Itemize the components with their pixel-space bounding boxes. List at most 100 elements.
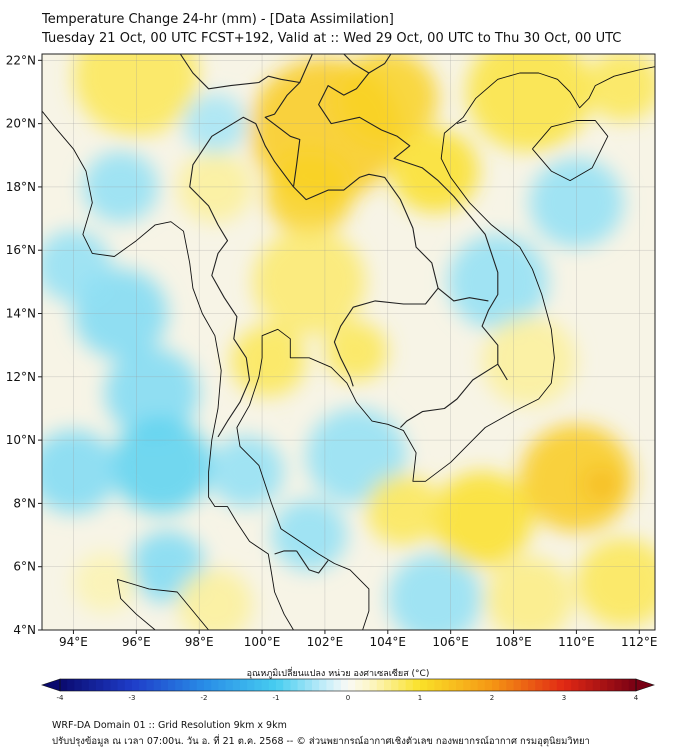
field-cell: [208, 435, 285, 508]
footer-credit: ปรับปรุงข้อมูล ณ เวลา 07:00น. วัน อ. ที่…: [52, 736, 590, 747]
colorbar-segment: [340, 679, 349, 691]
field-cell: [306, 408, 407, 504]
colorbar-segment: [67, 679, 75, 691]
coastline: [532, 120, 609, 182]
colorbar-segment: [492, 679, 500, 691]
colorbar-segment: [189, 679, 198, 691]
coastline: [456, 120, 467, 125]
temperature-field: [42, 54, 655, 630]
field-cell: [324, 321, 388, 382]
field-cell: [466, 54, 593, 152]
border-line: [274, 550, 297, 555]
colorbar-segment: [153, 679, 162, 691]
country-borders: [179, 54, 508, 574]
field-cell: [104, 347, 200, 438]
field-cell: [390, 129, 479, 213]
colorbar-segment: [319, 679, 327, 691]
lon-tick-label: 110°E: [558, 635, 595, 649]
lat-tick-label: 6°N: [13, 560, 36, 574]
lon-tick-label: 112°E: [621, 635, 658, 649]
colorbar-segment: [355, 679, 363, 691]
colorbar-segment: [456, 679, 464, 691]
lat-tick-label: 20°N: [6, 117, 36, 131]
colorbar-segment: [276, 679, 284, 691]
colorbar-segment: [477, 679, 486, 691]
colorbar-outline: [59, 678, 637, 692]
colorbar-segment: [168, 679, 176, 691]
field-cell: [42, 429, 118, 514]
colorbar-segment: [571, 679, 579, 691]
colorbar-segment: [146, 679, 154, 691]
colorbar-segment: [441, 679, 450, 691]
colorbar-tick-label: -4: [57, 694, 65, 700]
field-cell: [576, 537, 655, 628]
lon-tick-label: 98°E: [185, 635, 214, 649]
field-cell: [485, 556, 574, 630]
colorbar-segment: [204, 679, 212, 691]
colorbar-segment: [60, 679, 68, 691]
colorbar-segment: [160, 679, 169, 691]
lon-tick-label: 104°E: [370, 635, 407, 649]
colorbar-segment: [290, 679, 298, 691]
longitude-labels: 94°E 96°E 98°E 100°E 102°E 104°E 106°E 108°E 110…: [59, 630, 658, 649]
colorbar-segment: [124, 679, 133, 691]
colorbar-segment: [261, 679, 270, 691]
border-line: [437, 287, 489, 302]
lon-tick-label: 94°E: [59, 635, 88, 649]
border-line: [179, 54, 313, 90]
colorbar-segment: [412, 679, 421, 691]
map-title: Temperature Change 24-hr (mm) - [Data As…: [42, 12, 394, 27]
colorbar-segment: [398, 679, 406, 691]
lon-tick-label: 100°E: [244, 635, 281, 649]
colorbar-segment: [520, 679, 529, 691]
colorbar-segment: [391, 679, 399, 691]
colorbar-segment: [182, 679, 190, 691]
colorbar-segment: [326, 679, 334, 691]
colorbar-segment: [211, 679, 219, 691]
field-cell: [42, 230, 112, 302]
colorbar-segment: [139, 679, 147, 691]
colorbar-segment: [585, 679, 594, 691]
colorbar-segment: [96, 679, 104, 691]
footer-model-info: WRF-DA Domain 01 :: Grid Resolution 9km …: [52, 720, 287, 731]
colorbar-segment: [117, 679, 126, 691]
field-cell: [265, 151, 354, 236]
coastline: [236, 66, 655, 630]
field-cell: [252, 228, 366, 336]
colorbar-segment: [312, 679, 320, 691]
border-line: [497, 363, 508, 381]
field-cell: [482, 316, 577, 406]
colorbar-segment: [369, 679, 378, 691]
colorbar-segment: [333, 679, 342, 691]
colorbar-tick-label: 0: [346, 694, 350, 700]
colorbar-extend-high: [635, 678, 655, 692]
colorbar-segment: [405, 679, 414, 691]
temperature-change-map: 22°N 20°N 18°N 16°N 14°N 12°N 10°N 8°N 6°N 4°N 94…: [6, 53, 658, 700]
lat-tick-label: 8°N: [13, 496, 36, 510]
colorbar-segment: [247, 679, 255, 691]
field-cell: [365, 473, 442, 546]
colorbar-segment: [376, 679, 385, 691]
lat-tick-label: 18°N: [6, 180, 36, 194]
colorbar-segment: [283, 679, 291, 691]
colorbar-segment: [427, 679, 435, 691]
lon-tick-label: 106°E: [432, 635, 469, 649]
border-line: [318, 72, 499, 428]
colorbar-segment: [348, 679, 356, 691]
colorbar-segment: [542, 679, 550, 691]
colorbar-segment: [218, 679, 226, 691]
field-cell: [271, 499, 347, 571]
colorbar-segment: [600, 679, 608, 691]
field-cell: [111, 417, 212, 514]
colorbar-tick-label: 2: [490, 694, 494, 700]
colorbar-segment: [564, 679, 572, 691]
coastline: [42, 110, 294, 630]
colorbar-ticks: -4 -3 -2 -1 0 1 2 3 4: [57, 694, 639, 700]
colorbar-segment: [628, 679, 637, 691]
colorbar-segment: [132, 679, 140, 691]
colorbar-segment: [175, 679, 183, 691]
colorbar-tick-label: -3: [129, 694, 136, 700]
colorbar-segment: [484, 679, 493, 691]
colorbar-segment: [513, 679, 522, 691]
colorbar-segment: [420, 679, 428, 691]
